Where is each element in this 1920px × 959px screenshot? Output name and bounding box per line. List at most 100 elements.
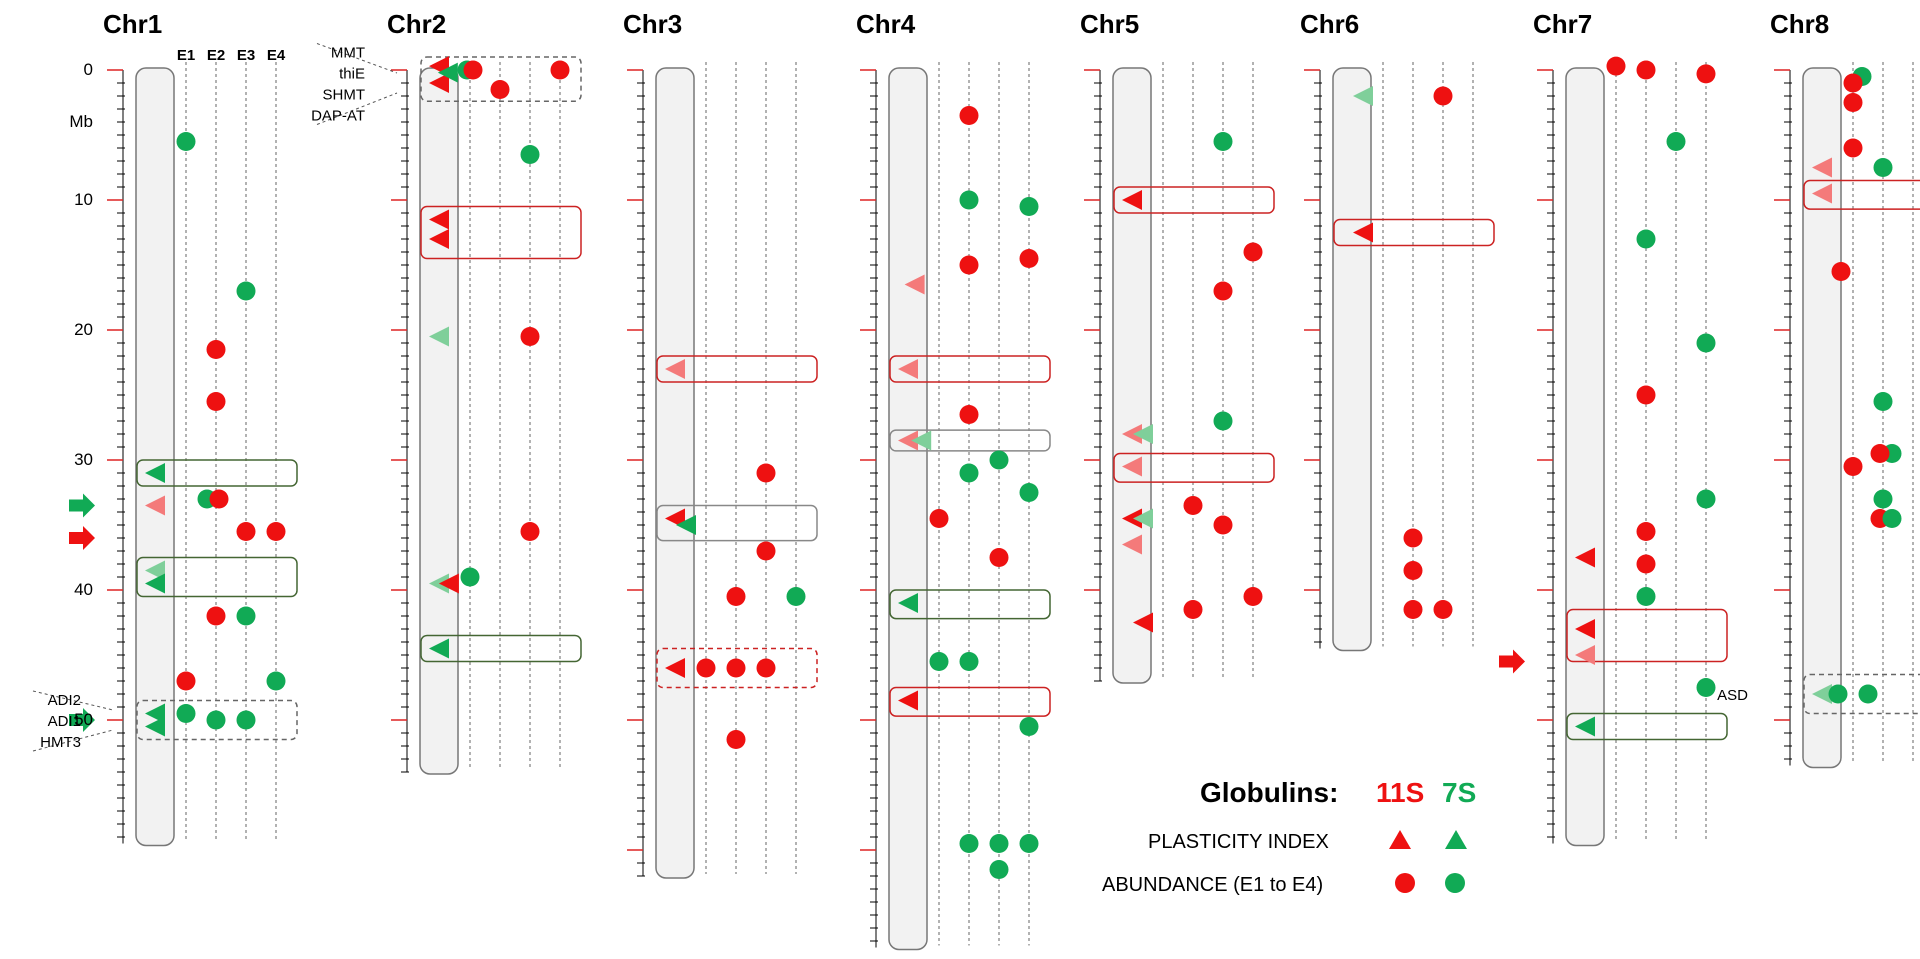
abundance-dot <box>959 106 979 125</box>
abundance-dot <box>490 80 510 99</box>
abundance-dot <box>1870 444 1890 463</box>
abundance-dot <box>1843 457 1863 476</box>
environment-label: E4 <box>267 47 286 64</box>
abundance-dot <box>1433 86 1453 106</box>
abundance-dot <box>206 392 226 411</box>
axis-unit-label: Mb <box>69 112 93 131</box>
plasticity-triangle <box>145 573 165 594</box>
abundance-dot <box>1213 281 1233 301</box>
qtl-region-box <box>1333 218 1495 247</box>
abundance-dot <box>726 730 746 749</box>
abundance-dot <box>1019 197 1039 216</box>
chromosome-title: Chr4 <box>856 9 916 39</box>
abundance-dot <box>1183 600 1203 619</box>
gene-label: MMT <box>331 45 365 62</box>
abundance-dot <box>1636 385 1656 405</box>
chromosome-body <box>419 67 459 775</box>
qtl-region-box <box>1803 673 1920 715</box>
plasticity-triangle <box>665 359 685 379</box>
plasticity-triangle <box>911 430 932 451</box>
abundance-dot <box>520 327 540 346</box>
legend-triangle <box>1445 830 1467 849</box>
abundance-dot <box>1843 93 1863 112</box>
abundance-dot <box>209 489 229 509</box>
qtl-region-box <box>1113 186 1275 214</box>
abundance-dot <box>1433 600 1453 619</box>
abundance-dot <box>1243 242 1263 262</box>
axis-tick-label: 50 <box>74 710 93 729</box>
plasticity-triangle <box>1353 222 1373 243</box>
plasticity-triangle <box>904 274 925 295</box>
highlight-arrow <box>69 493 95 518</box>
plasticity-triangle <box>145 495 165 516</box>
plasticity-triangle <box>145 703 165 724</box>
gene-label: ADI2 <box>48 692 81 709</box>
chromosome-title: Chr8 <box>1770 9 1829 39</box>
legend-dot <box>1395 873 1415 893</box>
plasticity-triangle <box>1812 157 1832 178</box>
qtl-region-box <box>656 355 818 383</box>
axis-tick-label: 10 <box>74 190 93 209</box>
plasticity-triangle <box>1133 612 1153 633</box>
plasticity-triangle <box>1122 190 1142 210</box>
plasticity-triangle <box>429 638 449 659</box>
chromosome-body <box>1332 67 1372 652</box>
abundance-dot <box>1666 132 1686 151</box>
abundance-dot <box>756 541 776 561</box>
qtl-region-box <box>1803 179 1920 210</box>
abundance-dot <box>959 652 979 671</box>
highlight-arrow <box>69 526 95 550</box>
abundance-dot <box>1636 522 1656 541</box>
abundance-dot <box>696 658 716 678</box>
chromosome-chr4 <box>860 62 1051 951</box>
plasticity-triangle <box>437 62 458 83</box>
abundance-dot <box>463 60 483 80</box>
qtl-region-box <box>889 355 1051 383</box>
plasticity-triangle <box>145 560 165 581</box>
abundance-dot <box>1843 138 1863 158</box>
qtl-region-box <box>656 647 818 689</box>
abundance-dot <box>989 834 1009 853</box>
abundance-dot <box>1843 73 1863 93</box>
abundance-dot <box>1873 392 1893 411</box>
abundance-dot <box>1831 262 1851 281</box>
chromosome-chr7 <box>1499 56 1728 847</box>
plasticity-triangle <box>1122 534 1142 555</box>
abundance-dot <box>959 834 979 853</box>
abundance-dot <box>236 281 256 301</box>
abundance-dot <box>1183 496 1203 515</box>
plasticity-triangle <box>898 593 918 613</box>
chromosome-chr8 <box>1774 62 1920 769</box>
abundance-dot <box>236 710 256 730</box>
abundance-dot <box>1403 600 1423 619</box>
abundance-dot <box>266 522 286 541</box>
gene-label: SHMT <box>323 87 366 104</box>
abundance-dot <box>1696 333 1716 353</box>
qtl-region-box <box>1566 608 1728 663</box>
abundance-dot <box>266 671 286 691</box>
gene-label: thiE <box>339 66 365 83</box>
abundance-dot <box>1606 56 1626 76</box>
abundance-dot <box>929 509 949 528</box>
qtl-region-box <box>420 56 582 102</box>
abundance-dot <box>1213 515 1233 535</box>
plasticity-triangle <box>676 515 696 535</box>
abundance-dot <box>726 587 746 606</box>
plasticity-triangle <box>429 326 449 347</box>
plasticity-triangle <box>438 573 459 594</box>
gene-label-leader <box>316 92 398 125</box>
gene-label-leader <box>32 729 114 752</box>
abundance-dot <box>756 658 776 678</box>
gene-label: HMT3 <box>40 734 81 751</box>
plasticity-triangle <box>145 463 165 483</box>
abundance-dot <box>176 671 196 691</box>
abundance-dot <box>989 548 1009 567</box>
plasticity-triangle <box>898 690 918 711</box>
qtl-region-box <box>420 634 582 663</box>
plasticity-triangle <box>1575 716 1595 737</box>
abundance-dot <box>1636 554 1656 574</box>
abundance-dot <box>550 60 570 80</box>
abundance-dot <box>1828 684 1848 704</box>
qtl-region-box <box>136 699 298 741</box>
abundance-dot <box>959 190 979 210</box>
